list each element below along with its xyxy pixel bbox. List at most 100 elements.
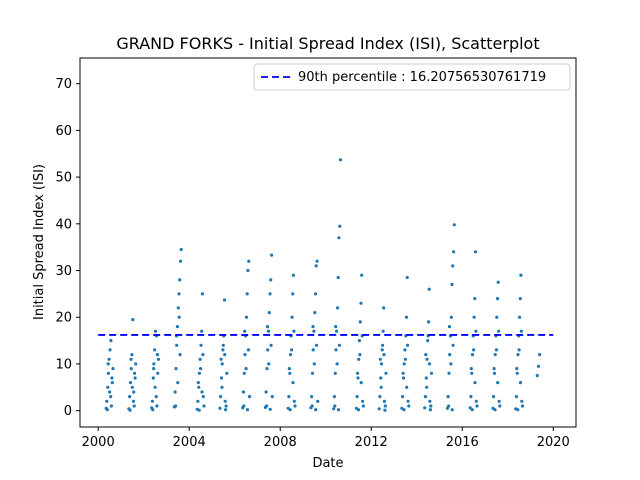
data-point: [128, 381, 133, 385]
data-point: [337, 236, 341, 240]
y-tick-label: 10: [55, 357, 72, 372]
data-point: [290, 348, 294, 352]
data-point: [245, 408, 250, 412]
data-point: [312, 362, 316, 366]
data-point: [200, 390, 204, 394]
data-point: [155, 353, 159, 357]
data-point: [288, 353, 293, 357]
data-point: [446, 395, 450, 399]
data-point: [174, 367, 178, 371]
data-point: [356, 408, 361, 412]
data-point: [197, 371, 201, 375]
data-point: [518, 297, 522, 301]
data-point: [335, 329, 339, 333]
data-point: [402, 362, 406, 366]
data-point: [153, 329, 158, 333]
x-tick-label: 2004: [173, 435, 206, 450]
data-point: [516, 353, 520, 357]
data-point: [423, 406, 427, 410]
data-point: [154, 395, 158, 399]
data-point: [218, 406, 222, 410]
data-point: [379, 362, 384, 366]
data-point: [493, 353, 497, 357]
data-point: [288, 408, 292, 412]
x-tick-label: 2008: [264, 435, 297, 450]
data-point: [475, 404, 479, 408]
data-point: [423, 395, 427, 399]
data-point: [334, 348, 338, 352]
legend-box: [253, 63, 571, 91]
data-point: [176, 306, 180, 310]
data-point: [358, 320, 362, 324]
data-point: [492, 371, 497, 375]
data-point: [404, 315, 409, 319]
data-point: [246, 268, 250, 273]
data-point: [129, 367, 133, 371]
data-point: [268, 292, 272, 296]
data-point: [494, 348, 498, 352]
data-point: [473, 381, 477, 385]
y-tick-label: 40: [55, 217, 72, 232]
data-point: [360, 273, 364, 277]
y-tick-label: 70: [55, 77, 72, 92]
x-tick-label: 2020: [537, 435, 570, 450]
data-point: [474, 329, 478, 333]
data-point: [514, 395, 519, 399]
data-point: [196, 399, 200, 403]
data-point: [291, 292, 295, 296]
y-tick-label: 60: [55, 124, 72, 139]
data-point: [447, 371, 451, 375]
data-point: [288, 371, 292, 375]
data-point: [111, 367, 115, 371]
data-point: [332, 395, 336, 399]
data-point: [178, 278, 182, 282]
x-tick-label: 2012: [355, 435, 388, 450]
data-point: [293, 404, 297, 408]
data-point: [359, 301, 363, 305]
data-point: [247, 259, 251, 263]
data-point: [222, 298, 227, 302]
data-point: [405, 385, 409, 389]
data-point: [152, 362, 156, 366]
data-point: [332, 407, 336, 411]
data-point: [428, 399, 432, 403]
y-tick-label: 50: [55, 171, 72, 186]
data-point: [468, 406, 472, 410]
data-point: [108, 348, 112, 352]
data-point: [219, 357, 223, 361]
data-point: [538, 353, 542, 357]
data-point: [497, 329, 501, 333]
data-point: [246, 348, 250, 352]
data-point: [291, 273, 295, 277]
data-point: [520, 399, 524, 403]
data-point: [201, 395, 205, 399]
data-point: [424, 376, 428, 380]
data-point: [338, 224, 342, 228]
data-point: [380, 348, 384, 352]
data-point: [403, 348, 407, 352]
data-point: [270, 395, 274, 399]
data-point: [247, 395, 252, 399]
data-point: [153, 385, 157, 389]
plot-area-frame: [79, 57, 577, 428]
data-point: [496, 381, 500, 385]
data-point: [225, 371, 229, 375]
data-point: [498, 404, 502, 408]
data-point: [155, 404, 159, 408]
data-point: [200, 329, 204, 333]
data-point: [379, 385, 383, 389]
data-point: [109, 339, 113, 343]
data-point: [474, 399, 478, 403]
data-point: [200, 292, 204, 296]
data-point: [242, 371, 246, 375]
data-point: [429, 371, 434, 375]
data-point: [312, 329, 316, 333]
data-point: [495, 315, 499, 319]
data-point: [109, 395, 113, 399]
data-point: [516, 408, 520, 412]
data-point: [129, 357, 133, 361]
data-point: [105, 399, 109, 403]
data-point: [426, 339, 430, 343]
data-point: [109, 404, 113, 408]
data-point: [356, 376, 360, 380]
